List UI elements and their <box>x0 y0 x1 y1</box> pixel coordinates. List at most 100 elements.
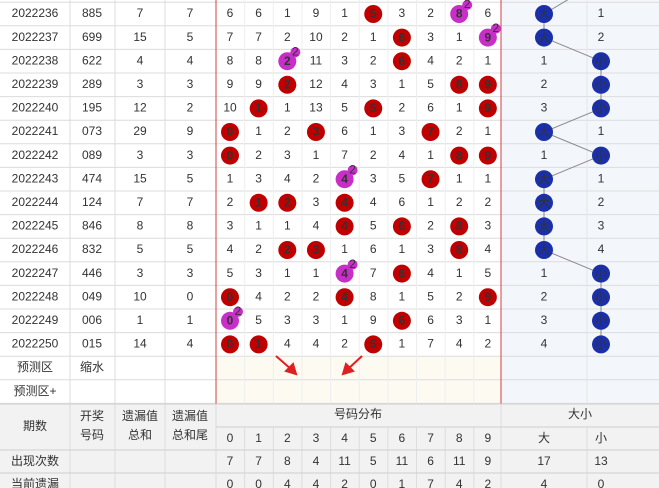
ball <box>221 146 239 165</box>
miss-value: 7 <box>227 30 234 44</box>
miss-value: 5 <box>427 289 434 303</box>
cell-number: 289 <box>82 77 102 91</box>
cell-number: 446 <box>82 266 102 280</box>
miss-value: 9 <box>255 77 262 91</box>
cell-number: 049 <box>82 289 102 303</box>
miss-value: 1 <box>284 6 291 20</box>
cell-number: 124 <box>82 195 102 209</box>
cell-period: 2022249 <box>12 313 59 327</box>
ball <box>249 99 268 118</box>
miss-value: 5 <box>341 101 348 115</box>
ball-digit: 1 <box>255 101 262 115</box>
cell-miss_sum: 15 <box>133 171 147 185</box>
header: 遗漏值 <box>122 408 158 423</box>
header: 7 <box>427 431 434 445</box>
miss-value: 4 <box>255 289 262 303</box>
footer-value: 11 <box>396 454 409 468</box>
cell-miss_tail: 4 <box>187 337 194 351</box>
ball-digit: 2 <box>284 195 291 209</box>
miss-value: 4 <box>541 337 548 351</box>
cell-miss_sum: 3 <box>137 148 144 162</box>
miss-value: 6 <box>341 124 348 138</box>
miss-value: 3 <box>427 30 434 44</box>
miss-value: 1 <box>485 171 492 185</box>
cell-miss_tail: 0 <box>187 289 194 303</box>
ball-digit: 5 <box>370 337 377 351</box>
ball-digit: 9 <box>485 101 492 115</box>
miss-value: 3 <box>370 171 377 185</box>
miss-value: 9 <box>370 313 377 327</box>
ball <box>478 288 497 307</box>
miss-value: 8 <box>370 289 377 303</box>
size-area <box>501 0 659 404</box>
ball-digit: 3 <box>313 125 320 139</box>
footer-value: 17 <box>537 454 551 468</box>
header: 大 <box>538 431 550 445</box>
miss-value: 2 <box>313 171 320 185</box>
miss-value: 3 <box>541 101 548 115</box>
repeat-badge <box>347 165 358 176</box>
cell-miss_sum: 10 <box>133 289 147 303</box>
size-ball <box>535 241 553 259</box>
footer-value: 0 <box>255 477 262 488</box>
footer-value: 11 <box>338 454 351 468</box>
cell-miss_sum: 3 <box>137 77 144 91</box>
ball <box>364 335 383 354</box>
ball <box>306 241 325 259</box>
miss-value: 7 <box>255 30 262 44</box>
miss-value: 2 <box>370 148 377 162</box>
size-ball <box>535 123 553 141</box>
size-ball <box>592 288 610 307</box>
ball-digit: 2 <box>284 243 291 257</box>
miss-value: 11 <box>310 53 323 67</box>
ball <box>249 335 268 354</box>
cell-period: 2022240 <box>12 101 59 115</box>
footer-value: 4 <box>541 477 548 488</box>
miss-value: 3 <box>255 171 262 185</box>
ball <box>478 75 497 94</box>
miss-value: 1 <box>456 266 463 280</box>
repeat-count: 2 <box>464 0 471 11</box>
size-label: 大 <box>538 243 550 257</box>
miss-value: 3 <box>598 219 605 233</box>
miss-value: 5 <box>227 266 234 280</box>
header: 号码 <box>80 428 104 442</box>
miss-value: 1 <box>456 101 463 115</box>
miss-value: 1 <box>255 124 262 138</box>
footer-value: 7 <box>427 477 434 488</box>
ball-digit: 4 <box>341 266 348 280</box>
miss-value: 2 <box>456 289 463 303</box>
ball-digit: 8 <box>456 77 463 91</box>
footer-label: 出现次数 <box>11 453 59 468</box>
ball <box>221 311 239 330</box>
ball-digit: 8 <box>456 148 463 162</box>
ball-digit: 7 <box>427 172 434 186</box>
miss-value: 3 <box>541 313 548 327</box>
footer-value: 0 <box>370 477 377 488</box>
miss-value: 1 <box>341 242 348 256</box>
ball-digit: 1 <box>255 195 262 209</box>
miss-value: 1 <box>485 53 492 67</box>
cell-miss_sum: 29 <box>133 124 147 138</box>
miss-value: 2 <box>541 77 548 91</box>
cell-period: 2022248 <box>12 289 59 303</box>
miss-value: 4 <box>370 195 377 209</box>
miss-value: 3 <box>313 313 320 327</box>
cell-period: 2022239 <box>12 77 59 91</box>
ball <box>392 311 411 330</box>
miss-value: 4 <box>399 148 406 162</box>
header: 1 <box>255 431 262 445</box>
footer-value: 13 <box>594 454 608 468</box>
cell-miss_tail: 7 <box>187 6 194 20</box>
miss-value: 2 <box>255 148 262 162</box>
ball-digit: 0 <box>227 290 234 304</box>
link <box>543 37 602 62</box>
cell-miss_tail: 3 <box>187 266 194 280</box>
ball <box>421 170 440 189</box>
miss-value: 3 <box>313 195 320 209</box>
miss-value: 2 <box>341 30 348 44</box>
miss-value: 9 <box>227 77 234 91</box>
footer-value: 1 <box>399 477 406 488</box>
miss-value: 1 <box>255 219 262 233</box>
miss-value: 3 <box>255 266 262 280</box>
